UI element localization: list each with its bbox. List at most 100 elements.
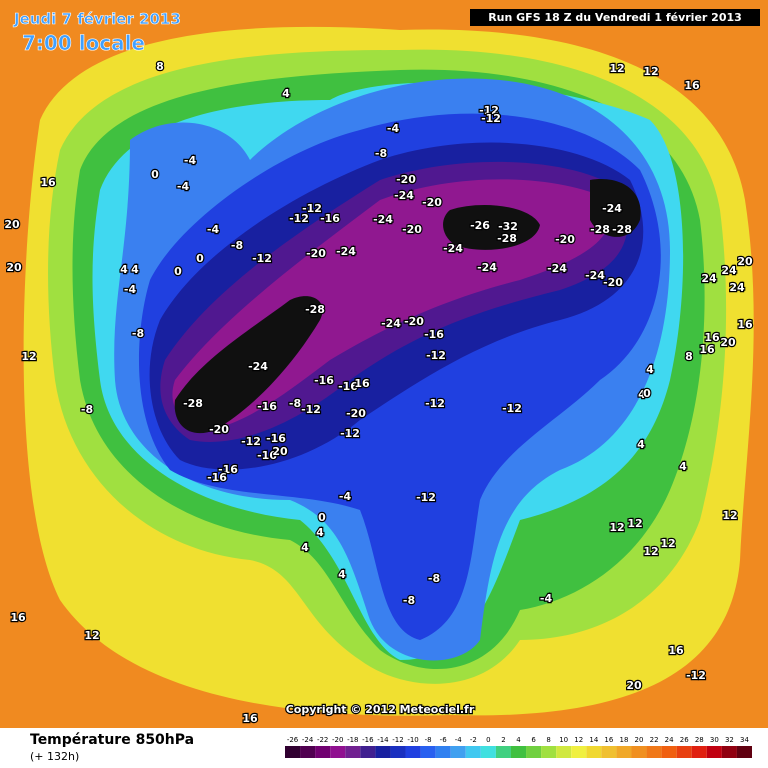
contour-label: -24	[394, 189, 414, 202]
contour-label: 12	[722, 509, 737, 522]
contour-label: 16	[40, 176, 56, 189]
contour-label: 4	[638, 388, 646, 401]
contour-label: 20	[4, 218, 20, 231]
contour-label: -24	[585, 269, 605, 282]
legend-swatch	[556, 746, 572, 758]
legend-tick-label: 6	[531, 736, 536, 744]
contour-label: 4	[338, 568, 346, 581]
legend-tick-label: -12	[392, 736, 403, 744]
contour-label: -24	[248, 360, 268, 373]
contour-label: -4	[124, 283, 137, 296]
legend-swatch	[495, 746, 511, 758]
contour-label: -4	[339, 490, 352, 503]
legend-swatch	[465, 746, 481, 758]
contour-label: 20	[272, 445, 288, 458]
contour-label: -12	[340, 427, 360, 440]
legend-tick-label: 12	[574, 736, 583, 744]
legend-tick-label: -20	[332, 736, 343, 744]
contour-label: -20	[603, 276, 623, 289]
legend-swatch	[360, 746, 376, 758]
contour-label: -32	[498, 220, 518, 233]
legend-swatch	[706, 746, 722, 758]
legend-swatch	[390, 746, 406, 758]
contour-label: -16	[266, 432, 286, 445]
contour-label: 4	[679, 460, 687, 473]
contour-label: -8	[132, 327, 144, 340]
contour-label: -16	[257, 400, 277, 413]
contour-label: -4	[177, 180, 190, 193]
contour-label: 4	[316, 526, 324, 539]
legend-tick-label: -16	[362, 736, 374, 744]
contour-label: -16	[257, 449, 277, 462]
contour-label: -4	[387, 122, 400, 135]
legend-tick-label: 16	[604, 736, 613, 744]
contour-label: 4	[637, 438, 645, 451]
contour-label: 8	[685, 350, 693, 363]
legend-tick-label: 2	[501, 736, 505, 744]
contour-label: 8	[156, 60, 164, 73]
contour-label: 20	[720, 336, 736, 349]
contour-label: -28	[497, 232, 517, 245]
legend-swatch	[450, 746, 466, 758]
contour-label: 16	[242, 712, 258, 725]
legend-tick-label: -4	[455, 736, 463, 744]
footer-lead: (+ 132h)	[30, 750, 79, 763]
contour-label: -28	[305, 303, 325, 316]
contour-label: -4	[540, 592, 553, 605]
contour-label: -4	[184, 154, 197, 167]
legend-tick-label: -8	[425, 736, 432, 744]
legend-swatch	[661, 746, 677, 758]
legend-tick-label: 14	[589, 736, 598, 744]
contour-label: -12	[289, 212, 309, 225]
contour-label: -12	[301, 403, 321, 416]
contour-label: 24	[701, 272, 717, 285]
legend-tick-label: -6	[440, 736, 448, 744]
run-box	[470, 9, 760, 26]
contour-label: 24	[729, 281, 745, 294]
contour-label: -8	[428, 572, 440, 585]
contour-label: -16	[218, 463, 238, 476]
legend-swatch	[616, 746, 632, 758]
contour-label: 0	[196, 252, 204, 265]
contour-label: 4	[301, 541, 309, 554]
contour-label: 12	[660, 537, 675, 550]
legend-tick-label: 34	[740, 736, 749, 744]
contour-label: -24	[381, 317, 401, 330]
legend-swatch	[736, 746, 752, 758]
legend-tick-label: 22	[650, 736, 659, 744]
contour-label: -20	[346, 407, 366, 420]
contour-label: -24	[547, 262, 567, 275]
contour-label: 12	[643, 65, 658, 78]
legend-tick-label: -10	[407, 736, 418, 744]
contour-label: 4	[120, 263, 128, 276]
contour-label: -16	[424, 328, 444, 341]
contour-label: -16	[320, 212, 340, 225]
contour-label: -20	[306, 247, 326, 260]
contour-label: 20	[737, 255, 753, 268]
legend-swatch	[631, 746, 647, 758]
contour-label: -12	[252, 252, 272, 265]
legend-swatch	[420, 746, 436, 758]
copyright: Copyright © 2012 Meteociel.fr	[286, 703, 475, 716]
legend-swatch	[435, 746, 451, 758]
legend-tick-label: 26	[680, 736, 689, 744]
legend-swatch	[480, 746, 496, 758]
contour-label: -24	[336, 245, 356, 258]
date: Jeudi 7 février 2013	[13, 10, 181, 28]
contour-label: -20	[396, 173, 416, 186]
footer-title: Température 850hPa	[30, 732, 194, 748]
contour-label: 4	[282, 87, 290, 100]
contour-label: 0	[174, 265, 182, 278]
legend-tick-label: 32	[725, 736, 734, 744]
contour-label: -12	[502, 402, 522, 415]
legend-swatch	[691, 746, 707, 758]
contour-label: -12	[302, 202, 322, 215]
contour-label: 16	[704, 331, 720, 344]
contour-label: -12	[481, 112, 501, 125]
contour-label: 12	[609, 62, 624, 75]
legend-tick-label: 20	[635, 736, 644, 744]
legend-tick-label: -26	[287, 736, 299, 744]
contour-label: -20	[404, 315, 424, 328]
legend-tick-label: -22	[317, 736, 328, 744]
contour-label: -8	[81, 403, 93, 416]
